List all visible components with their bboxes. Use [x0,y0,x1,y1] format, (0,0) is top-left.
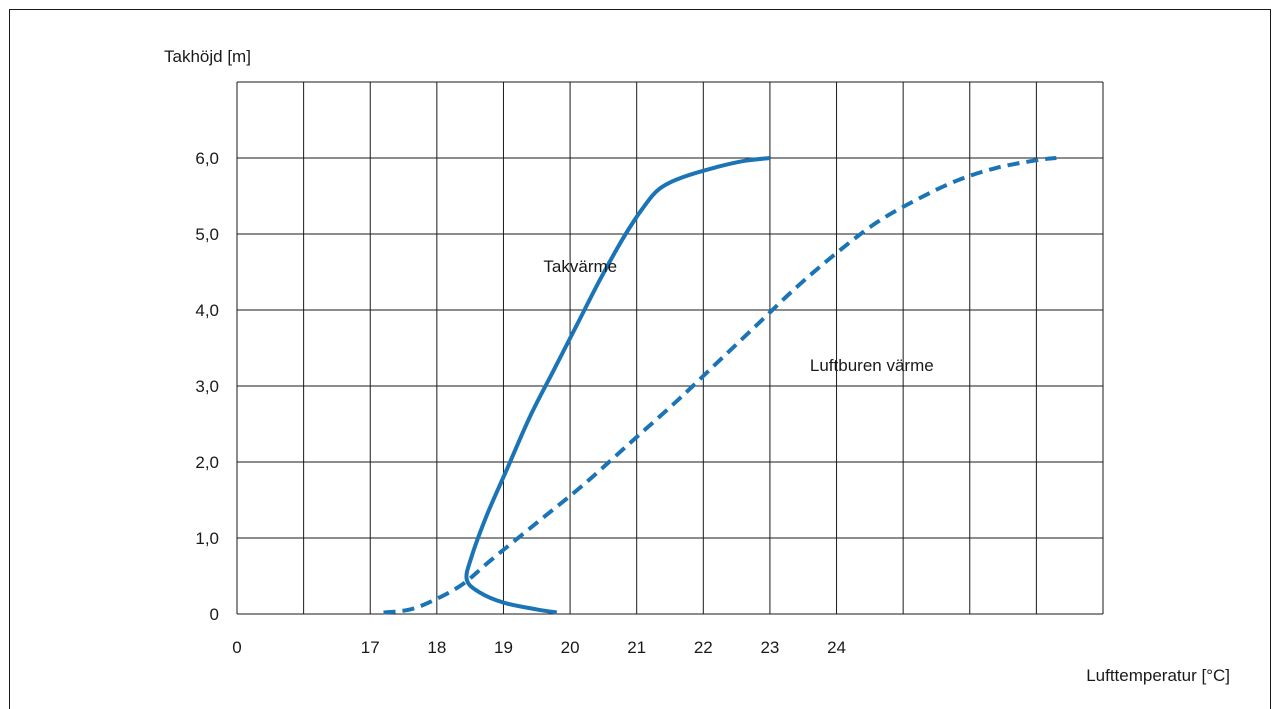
y-tick-label: 1,0 [195,529,219,548]
y-tick-label: 2,0 [195,453,219,472]
x-tick-label: 23 [760,638,779,657]
series-annotation: Takvärme [543,257,617,276]
y-tick-label: 4,0 [195,301,219,320]
x-tick-label: 18 [427,638,446,657]
tick-labels: 0 17 18 19 20 21 22 23 24 0 1,0 2,0 3,0 4,0 5,0 6,0 [195,149,846,657]
x-tick-label: 24 [827,638,846,657]
grid [236,81,1104,615]
y-axis-label: Takhöjd [m] [164,47,251,66]
x-axis-label: Lufttemperatur [°C] [1086,666,1230,685]
series-line-luftburen-varme [383,156,1057,615]
x-tick-label: 20 [561,638,580,657]
y-tick-label: 6,0 [195,149,219,168]
series-line-takvarme [464,156,771,615]
y-tick-label: 0 [210,605,219,624]
x-tick-label: 19 [494,638,513,657]
y-tick-label: 3,0 [195,377,219,396]
series-annotation: Luftburen värme [810,356,934,375]
x-tick-label: 22 [694,638,713,657]
x-tick-label: 17 [361,638,380,657]
x-tick-label: 0 [232,638,241,657]
series-layer [383,156,1057,615]
x-tick-label: 21 [627,638,646,657]
y-tick-label: 5,0 [195,225,219,244]
chart-frame [9,9,1271,709]
annotations: Takvärme Luftburen värme [543,257,933,375]
